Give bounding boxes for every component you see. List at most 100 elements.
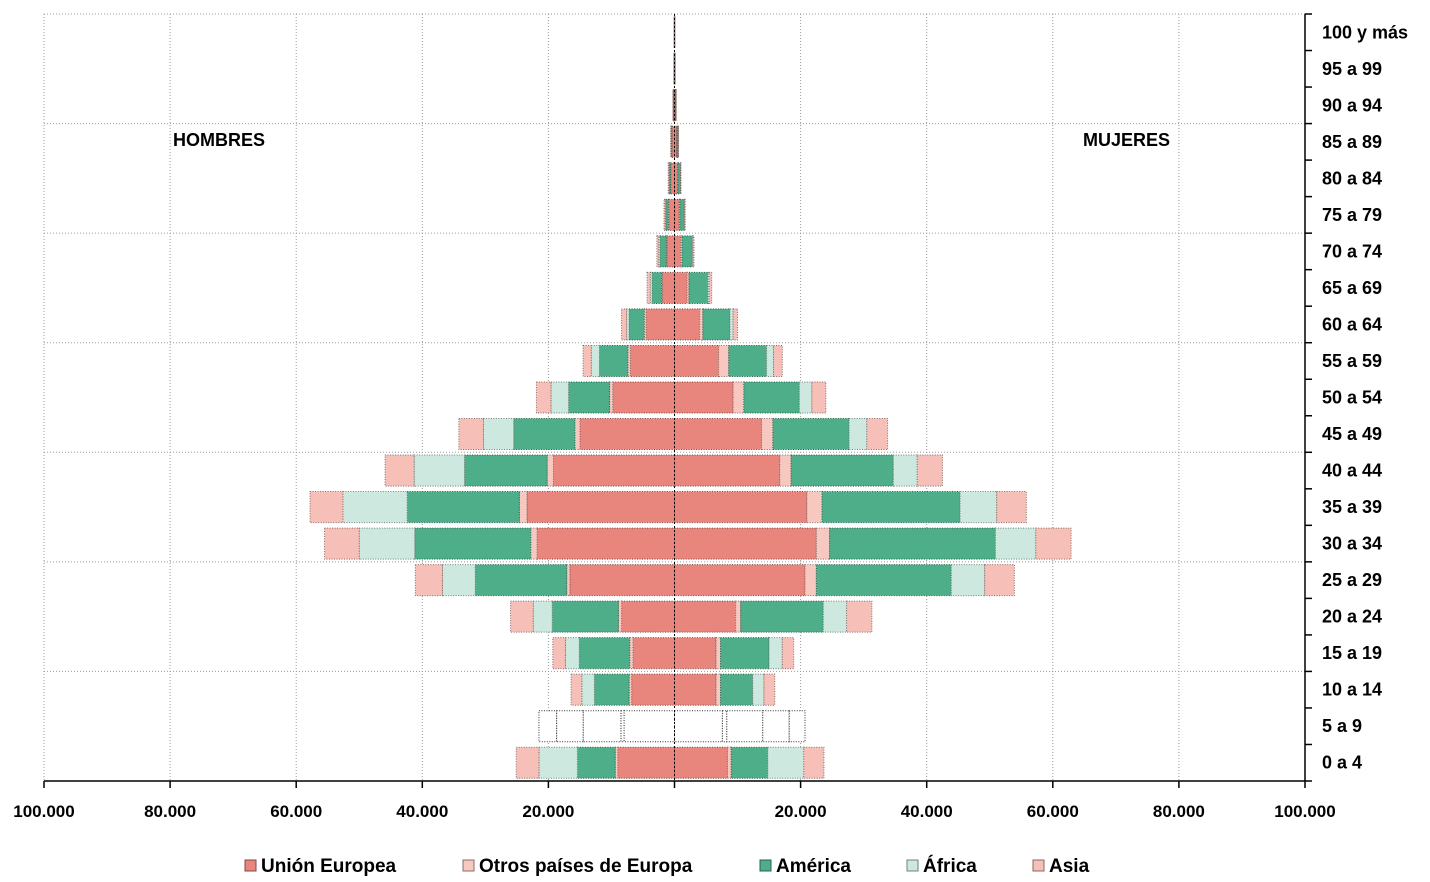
bar-mujeres-1 (674, 491, 808, 524)
bar-hombres-1 (662, 271, 676, 304)
bar-mujeres-5 (732, 308, 739, 341)
y-tick-label: 45 a 49 (1322, 424, 1382, 444)
bar-hombres-4 (581, 673, 595, 706)
bar-mujeres-3 (728, 344, 768, 377)
bar-mujeres-3 (815, 564, 952, 597)
bar-hombres-4 (626, 308, 630, 341)
bar-hombres-1 (666, 235, 676, 268)
bar-mujeres-5 (846, 600, 873, 633)
bar-hombres-5 (510, 600, 534, 633)
y-tick-label: 90 a 94 (1322, 95, 1382, 115)
bar-mujeres-3 (743, 381, 800, 414)
bar-hombres-1 (623, 710, 675, 743)
bar-hombres-2 (530, 527, 538, 560)
bar-mujeres-2 (715, 637, 722, 670)
bar-mujeres-5 (708, 271, 713, 304)
y-tick-label: 40 a 44 (1322, 461, 1382, 481)
bar-mujeres-1 (674, 89, 676, 122)
y-tick-label: 25 a 29 (1322, 570, 1382, 590)
y-tick-label: 70 a 74 (1322, 241, 1382, 261)
bar-mujeres-5 (692, 235, 695, 268)
bar-mujeres-5 (1035, 527, 1072, 560)
bar-mujeres-1 (674, 344, 720, 377)
bar-mujeres-5 (788, 710, 806, 743)
bars (309, 16, 1072, 779)
bar-mujeres-2 (718, 344, 730, 377)
bar-mujeres-1 (674, 454, 781, 487)
bar-mujeres-1 (674, 198, 680, 231)
bar-mujeres-5 (763, 673, 776, 706)
bar-hombres-5 (663, 198, 666, 231)
y-tick-label: 10 a 14 (1322, 680, 1382, 700)
axes (43, 13, 1312, 788)
bar-mujeres-2 (715, 673, 722, 706)
bar-hombres-5 (324, 527, 360, 560)
bar-mujeres-1 (674, 746, 728, 779)
y-tick-label: 0 a 4 (1322, 753, 1362, 773)
bar-hombres-5 (535, 381, 552, 414)
bar-hombres-4 (441, 564, 476, 597)
bar-hombres-3 (578, 637, 631, 670)
bar-mujeres-5 (984, 564, 1015, 597)
bar-mujeres-4 (994, 527, 1037, 560)
legend-label: África (923, 855, 977, 877)
bar-hombres-5 (309, 491, 344, 524)
bar-hombres-2 (518, 491, 528, 524)
y-tick-label: 15 a 19 (1322, 643, 1382, 663)
legend-label: Unión Europea (261, 856, 397, 877)
bar-hombres-5 (515, 746, 540, 779)
bar-mujeres-4 (767, 746, 805, 779)
bar-mujeres-4 (752, 673, 765, 706)
bar-hombres-1 (526, 491, 676, 524)
bar-hombres-5 (582, 344, 592, 377)
bar-hombres-3 (513, 418, 576, 451)
bar-mujeres-5 (916, 454, 943, 487)
legend-swatch (759, 859, 772, 872)
bar-hombres-3 (474, 564, 568, 597)
bar-hombres-1 (617, 746, 676, 779)
bar-mujeres-1 (674, 527, 817, 560)
bar-hombres-1 (612, 381, 675, 414)
bar-mujeres-5 (803, 746, 825, 779)
legend-swatch (906, 859, 919, 872)
legend: Unión Europea Otros países de Europa Améri… (244, 855, 1090, 877)
x-tick-label: 80.000 (1153, 802, 1205, 821)
bar-mujeres-2 (735, 600, 742, 633)
y-tick-label: 60 a 64 (1322, 314, 1382, 334)
bar-hombres-5 (646, 271, 651, 304)
y-tick-label: 30 a 34 (1322, 534, 1382, 554)
bar-hombres-4 (358, 527, 416, 560)
bar-hombres-1 (670, 162, 675, 195)
bar-hombres-5 (656, 235, 660, 268)
bar-hombres-1 (621, 600, 676, 633)
x-tick-label: 100.000 (1274, 802, 1335, 821)
bar-mujeres-3 (676, 125, 679, 158)
legend-swatch (462, 859, 475, 872)
bar-mujeres-1 (674, 308, 701, 341)
bar-mujeres-4 (959, 491, 998, 524)
bar-mujeres-1 (674, 381, 734, 414)
bar-mujeres-3 (681, 235, 693, 268)
bar-hombres-2 (627, 344, 631, 377)
bar-mujeres-3 (829, 527, 996, 560)
bar-mujeres-5 (772, 344, 783, 377)
bar-mujeres-4 (822, 600, 848, 633)
bar-mujeres-4 (950, 564, 986, 597)
bar-mujeres-2 (721, 710, 728, 743)
bar-mujeres-1 (674, 564, 806, 597)
bar-mujeres-1 (674, 637, 717, 670)
bar-mujeres-3 (688, 271, 709, 304)
bar-hombres-5 (538, 710, 558, 743)
bar-mujeres-4 (762, 710, 790, 743)
bar-mujeres-3 (740, 600, 824, 633)
y-tick-label: 65 a 69 (1322, 278, 1382, 298)
legend-label: Asia (1049, 856, 1090, 877)
legend-label: Otros países de Europa (479, 856, 693, 877)
bar-hombres-2 (574, 418, 581, 451)
y-tick-label: 50 a 54 (1322, 388, 1382, 408)
bar-mujeres-2 (699, 308, 704, 341)
bar-hombres-3 (406, 491, 520, 524)
bar-hombres-2 (665, 235, 668, 268)
bar-mujeres-5 (684, 198, 686, 231)
bar-hombres-3 (551, 600, 619, 633)
